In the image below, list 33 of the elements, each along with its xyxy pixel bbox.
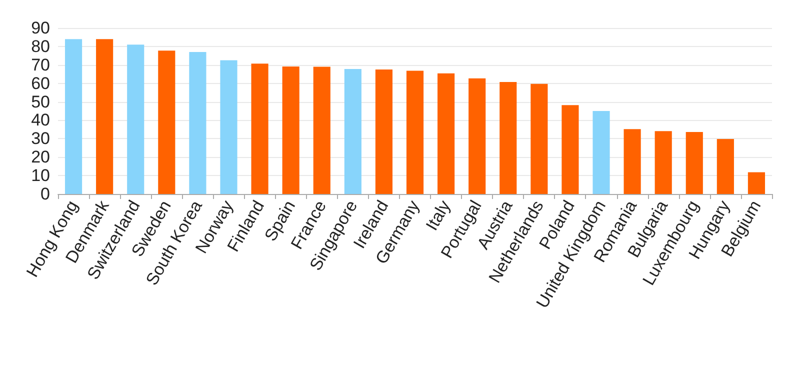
bar <box>220 60 238 194</box>
bar <box>282 66 300 194</box>
bar <box>716 139 734 194</box>
bar <box>686 132 703 194</box>
bar <box>748 172 766 194</box>
bar <box>592 111 610 194</box>
bar <box>468 78 486 194</box>
y-tick-label: 60 <box>31 74 50 93</box>
y-tick-label: 40 <box>31 110 50 130</box>
bar <box>127 44 144 194</box>
bar <box>158 50 176 194</box>
y-tick-label: 50 <box>31 92 50 112</box>
bar <box>375 70 392 194</box>
y-tick-label: 30 <box>31 129 50 148</box>
bar <box>313 66 330 194</box>
bar <box>189 52 206 194</box>
bar <box>624 129 641 194</box>
bar <box>438 73 455 194</box>
bar <box>96 39 114 194</box>
y-tick-label: 10 <box>31 166 50 186</box>
y-tick-label: 70 <box>31 55 50 74</box>
y-tick-label: 20 <box>31 148 50 167</box>
bar <box>654 131 672 194</box>
bar <box>251 64 268 194</box>
y-tick-label: 0 <box>40 184 50 204</box>
bar <box>406 70 424 194</box>
bar <box>562 105 579 194</box>
bar <box>530 84 548 194</box>
bar <box>500 82 517 194</box>
y-tick-label: 80 <box>31 36 50 56</box>
bar <box>344 68 362 194</box>
bar <box>64 39 82 194</box>
y-tick-label: 90 <box>31 18 50 38</box>
